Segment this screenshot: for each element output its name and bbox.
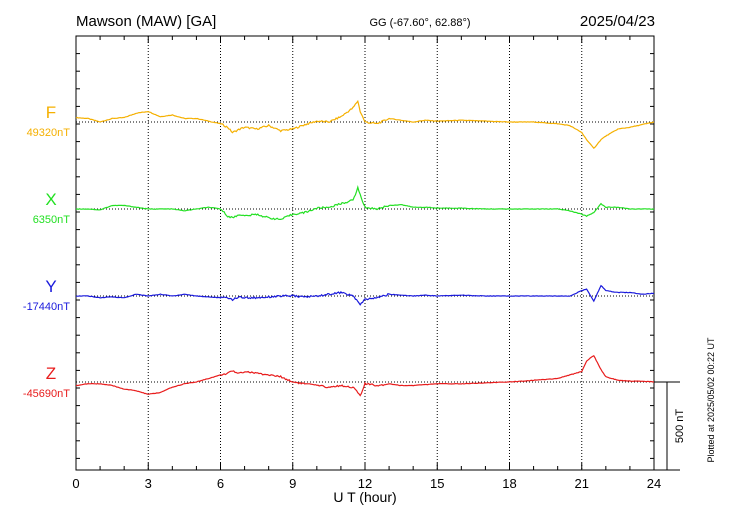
baseline-value-z: -45690nT [23, 388, 70, 400]
x-tick-labels: 0 3 6 9 12 15 18 21 24 [72, 476, 661, 491]
plotted-timestamp: Plotted at 2025/05/02 00:22 UT [706, 337, 716, 463]
x-tick-label: 21 [575, 476, 589, 491]
scale-bar-label: 500 nT [674, 409, 686, 444]
x-tick-label: 24 [647, 476, 661, 491]
minor-ticks [75, 35, 655, 470]
scale-bar [654, 381, 680, 471]
x-tick-label: 15 [430, 476, 444, 491]
baseline-value-y: -17440nT [23, 301, 70, 313]
x-tick-label: 6 [217, 476, 224, 491]
series-label-z: Z [46, 364, 56, 383]
x-tick-label: 0 [72, 476, 79, 491]
baseline-value-x: 6350nT [33, 214, 71, 226]
x-axis-label: U T (hour) [333, 489, 396, 505]
baseline-value-f: 49320nT [27, 127, 71, 139]
x-tick-label: 18 [502, 476, 516, 491]
station-title: Mawson (MAW) [GA] [76, 13, 216, 30]
series-line-f [75, 99, 655, 150]
series-line-x [76, 185, 655, 221]
date-label: 2025/04/23 [580, 13, 655, 30]
series-label-y: Y [45, 277, 56, 296]
series-line-z [75, 355, 655, 397]
coordinates-label: GG (-67.60°, 62.88°) [369, 17, 470, 29]
x-tick-label: 9 [289, 476, 296, 491]
series-label-x: X [45, 190, 56, 209]
x-tick-label: 3 [145, 476, 152, 491]
x-tick-label: 12 [358, 476, 372, 491]
series-group: F 49320nT X 6350nT Y -17440nT Z -45690nT [23, 99, 655, 400]
grid-lines [76, 36, 654, 470]
series-label-f: F [46, 103, 56, 122]
series-line-y [76, 284, 655, 306]
